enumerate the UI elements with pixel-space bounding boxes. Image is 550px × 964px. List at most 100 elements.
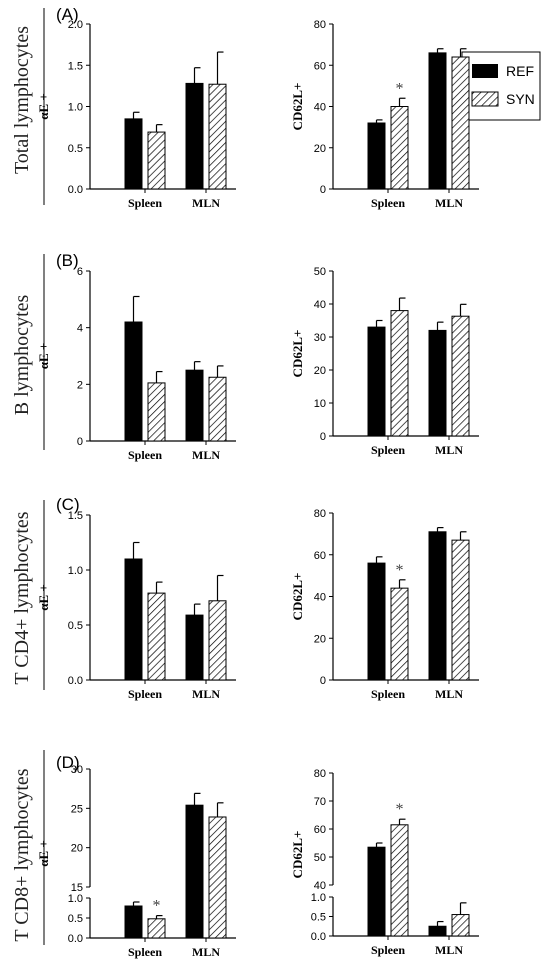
y-tick-label: 60 bbox=[314, 824, 326, 836]
bar-ref-mln bbox=[185, 82, 204, 190]
y-tick-label: 1.0 bbox=[68, 565, 83, 577]
bar-ref-mln bbox=[185, 804, 204, 939]
bar-syn-spleen bbox=[147, 131, 166, 190]
legend: REF SYN bbox=[461, 51, 541, 121]
y-tick-label: 0.5 bbox=[68, 143, 83, 155]
y-axis-label: CD62L+ bbox=[290, 831, 305, 879]
x-tick-label: Spleen bbox=[371, 196, 405, 210]
panel-label: (A) bbox=[56, 5, 79, 24]
y-tick-label: 0 bbox=[320, 431, 326, 443]
x-tick-label: Spleen bbox=[128, 687, 162, 701]
row-label: B lymphocytes bbox=[11, 295, 33, 416]
y-tick-label: 0.0 bbox=[68, 184, 83, 196]
bar-syn-mln bbox=[451, 914, 470, 937]
chart-7: 0.0 0.5 1.040 50 60 70 80 Spleen MLN * CD62L+ bbox=[290, 768, 479, 957]
y-tick-label: 20 bbox=[314, 365, 326, 377]
row-label: T CD8+ lymphocytes bbox=[11, 768, 33, 941]
x-tick-label: Spleen bbox=[371, 687, 405, 701]
y-tick-label: 20 bbox=[71, 843, 83, 855]
significance-asterisk: * bbox=[153, 898, 161, 915]
y-tick-label: 40 bbox=[314, 102, 326, 114]
chart-4: 0.00.51.01.5SpleenMLNαE +(C)T CD4+ lymph… bbox=[11, 495, 236, 701]
chart-0: 0.00.51.01.52.0SpleenMLNαE +(A)Total lym… bbox=[11, 5, 236, 210]
y-tick-label: 30 bbox=[71, 764, 83, 776]
panel-label: (B) bbox=[56, 251, 79, 270]
row-label: Total lymphocytes bbox=[11, 26, 33, 174]
y-tick-label: 0.5 bbox=[311, 912, 326, 924]
bar-syn-spleen bbox=[390, 587, 409, 681]
y-axis-label: CD62L+ bbox=[290, 330, 305, 378]
y-tick-label: 0.0 bbox=[68, 675, 83, 687]
y-tick-label: 15 bbox=[71, 882, 83, 894]
legend-swatch-syn bbox=[471, 91, 499, 107]
bar-syn-mln bbox=[208, 376, 227, 442]
bar-syn-spleen bbox=[147, 592, 166, 681]
y-tick-label: 6 bbox=[77, 266, 83, 278]
x-tick-label: MLN bbox=[192, 448, 220, 462]
bar-ref-spleen bbox=[124, 905, 143, 939]
y-tick-label: 0.5 bbox=[68, 913, 83, 925]
x-tick-label: MLN bbox=[192, 687, 220, 701]
y-tick-label: 1.5 bbox=[68, 60, 83, 72]
y-tick-label: 50 bbox=[314, 852, 326, 864]
bar-ref-mln bbox=[185, 369, 204, 442]
chart-3: 0 10 20 30 40 50 Spleen MLN CD62L+ bbox=[290, 266, 479, 457]
y-tick-label: 70 bbox=[314, 796, 326, 808]
bar-ref-spleen bbox=[367, 122, 386, 190]
bar-ref-mln bbox=[428, 52, 447, 190]
y-tick-label: 80 bbox=[314, 508, 326, 520]
significance-asterisk: * bbox=[396, 801, 404, 818]
x-tick-label: Spleen bbox=[128, 448, 162, 462]
x-tick-label: MLN bbox=[435, 196, 463, 210]
x-tick-label: MLN bbox=[435, 687, 463, 701]
bar-ref-spleen bbox=[124, 558, 143, 681]
legend-label-ref: REF bbox=[506, 63, 534, 79]
legend-label-syn: SYN bbox=[506, 91, 535, 107]
y-tick-label: 40 bbox=[314, 592, 326, 604]
legend-swatch-ref bbox=[472, 64, 498, 78]
bar-ref-spleen bbox=[367, 562, 386, 681]
y-tick-label: 1.5 bbox=[68, 510, 83, 522]
y-tick-label: 0 bbox=[320, 675, 326, 687]
bar-ref-mln bbox=[185, 614, 204, 681]
bar-syn-mln bbox=[208, 600, 227, 681]
bar-ref-mln bbox=[428, 925, 447, 937]
y-tick-label: 1.0 bbox=[68, 102, 83, 114]
chart-5: 0 20 40 60 80 Spleen MLN * CD62L+ bbox=[290, 508, 479, 701]
y-tick-label: 2 bbox=[77, 379, 83, 391]
bar-syn-spleen bbox=[147, 382, 166, 442]
x-tick-label: Spleen bbox=[128, 945, 162, 959]
y-axis-label: CD62L+ bbox=[290, 83, 305, 131]
bar-ref-spleen bbox=[124, 321, 143, 442]
y-tick-label: 1.0 bbox=[68, 893, 83, 905]
row-label: T CD4+ lymphocytes bbox=[11, 511, 33, 684]
y-tick-label: 40 bbox=[314, 880, 326, 892]
y-tick-label: 30 bbox=[314, 332, 326, 344]
bar-ref-mln bbox=[428, 329, 447, 437]
x-tick-label: Spleen bbox=[371, 943, 405, 957]
chart-1: 0 20 40 60 80 Spleen MLN * CD62L+ bbox=[290, 19, 479, 210]
significance-asterisk: * bbox=[396, 562, 404, 579]
y-tick-label: 0.5 bbox=[68, 620, 83, 632]
bar-syn-mln bbox=[451, 315, 470, 437]
bar-syn-spleen bbox=[390, 824, 409, 937]
y-tick-label: 60 bbox=[314, 60, 326, 72]
y-tick-label: 0 bbox=[320, 184, 326, 196]
x-tick-label: MLN bbox=[192, 945, 220, 959]
x-tick-label: MLN bbox=[435, 443, 463, 457]
y-tick-label: 80 bbox=[314, 19, 326, 31]
y-tick-label: 10 bbox=[314, 398, 326, 410]
chart-2: 0246SpleenMLNαE +(B)B lymphocytes bbox=[11, 251, 236, 462]
panel-label: (C) bbox=[56, 495, 80, 514]
x-tick-label: MLN bbox=[192, 196, 220, 210]
y-tick-label: 2.0 bbox=[68, 19, 83, 31]
bar-syn-mln bbox=[208, 816, 227, 939]
x-tick-label: MLN bbox=[435, 943, 463, 957]
y-axis-label: CD62L+ bbox=[290, 573, 305, 621]
significance-asterisk: * bbox=[396, 80, 404, 97]
bar-ref-spleen bbox=[367, 846, 386, 937]
y-tick-label: 1.0 bbox=[311, 892, 326, 904]
y-tick-label: 0.0 bbox=[68, 933, 83, 945]
y-tick-label: 4 bbox=[77, 323, 83, 335]
y-tick-label: 20 bbox=[314, 143, 326, 155]
